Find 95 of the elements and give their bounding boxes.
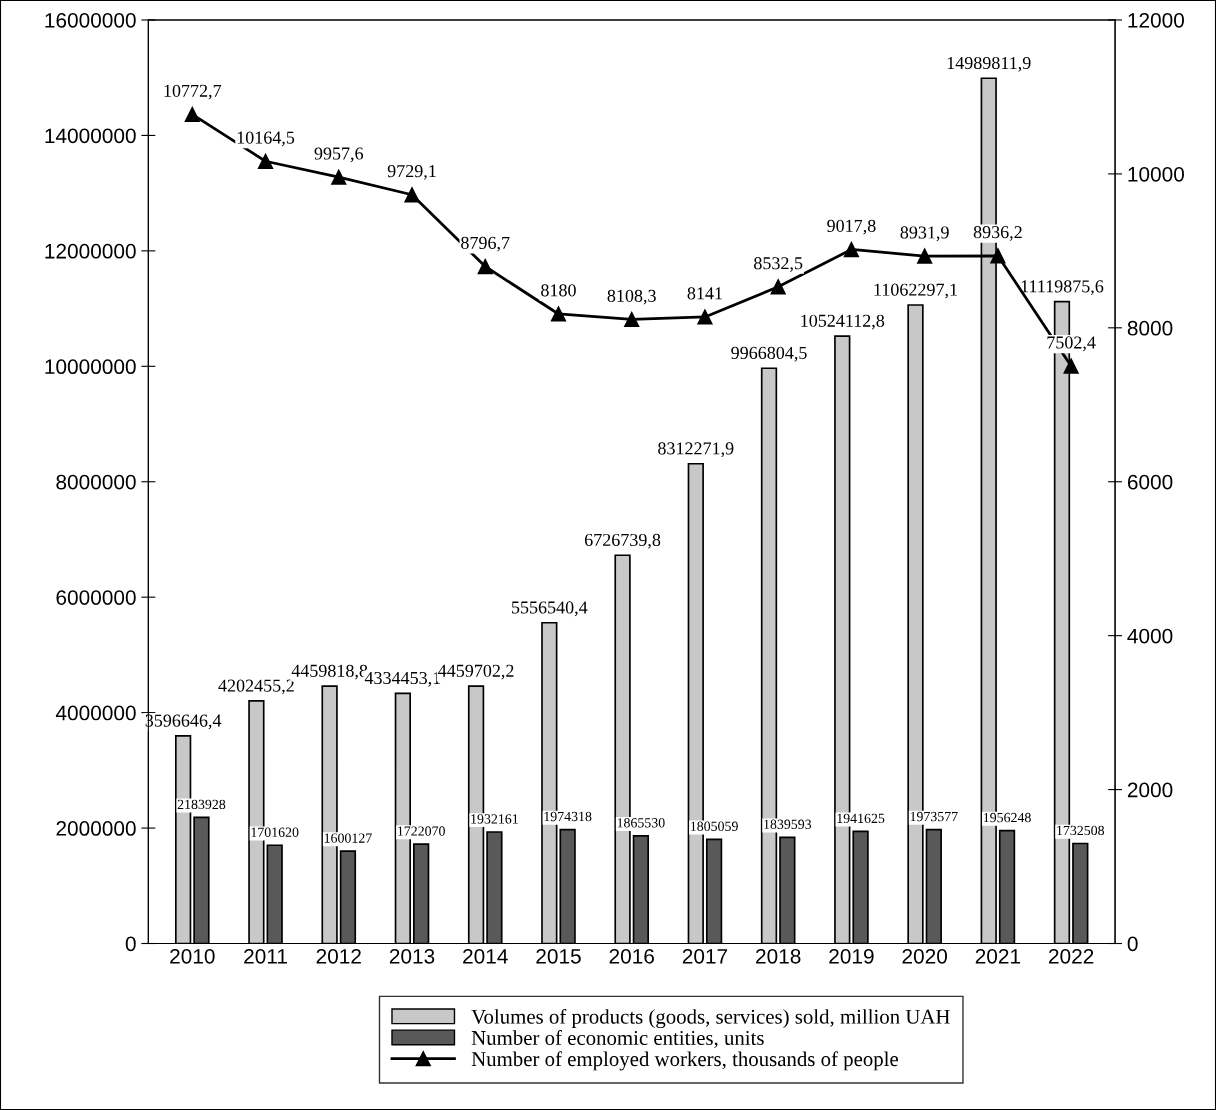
data-label: 8532,5 — [754, 257, 803, 272]
x-tick-label: 2016 — [609, 948, 654, 964]
point — [770, 279, 786, 295]
data-label: 1732508 — [1057, 825, 1105, 836]
data-label: 2183928 — [177, 799, 226, 810]
data-label: 4459702,2 — [438, 664, 514, 680]
bar — [193, 816, 210, 944]
data-label: 4459818,8 — [291, 664, 368, 680]
bar — [1072, 842, 1089, 944]
data-label: 7502,4 — [1047, 336, 1096, 352]
data-label: 8141 — [687, 287, 722, 300]
point — [404, 187, 420, 203]
data-label: 9957,6 — [314, 147, 364, 163]
x-tick-label: 2013 — [389, 948, 435, 964]
y-tick-label: 0 — [125, 936, 136, 952]
data-label: 1956248 — [983, 812, 1031, 823]
y-tick-label: 12000000 — [45, 243, 136, 259]
data-label: 9729,1 — [387, 165, 436, 180]
data-label: 1974318 — [544, 811, 592, 822]
point — [257, 153, 274, 169]
point — [624, 311, 640, 328]
y-tick-label: 2000000 — [56, 821, 136, 836]
y2-tick-label: 0 — [1127, 936, 1138, 952]
data-label: 10772,7 — [164, 84, 222, 100]
x-tick-label: 2011 — [244, 948, 287, 964]
point — [477, 258, 493, 275]
bar — [559, 828, 576, 944]
data-label: 10164,5 — [237, 131, 295, 147]
y-tick-label: 8000000 — [56, 474, 136, 490]
y2-tick-label: 10000 — [1128, 166, 1184, 182]
data-label: 8936,2 — [973, 226, 1022, 241]
data-label: 8796,7 — [461, 236, 510, 252]
x-tick-label: 2012 — [316, 948, 361, 964]
data-label: 8931,9 — [900, 226, 949, 242]
point — [1063, 358, 1079, 374]
y-tick-label: 16000000 — [45, 12, 136, 28]
data-label: 1701620 — [251, 827, 299, 837]
point — [550, 306, 567, 322]
x-tick-label: 2022 — [1049, 948, 1094, 964]
data-label: 1805059 — [691, 821, 738, 831]
data-label: 6726739,8 — [584, 533, 661, 549]
data-label: 1600127 — [324, 833, 372, 843]
bar — [632, 834, 650, 944]
data-label: 1973577 — [910, 811, 958, 822]
x-tick-label: 2014 — [463, 948, 508, 964]
x-tick-label: 2021 — [975, 948, 1021, 964]
data-label: 8312271,9 — [658, 442, 734, 458]
bar — [705, 838, 723, 944]
legend-label: Volumes of products (goods, services) sold, million UAH — [471, 1008, 950, 1029]
data-label: 11119875,6 — [1021, 280, 1104, 296]
y2-tick-label: 6000 — [1127, 474, 1173, 490]
bar — [779, 836, 796, 944]
y-tick-label: 10000000 — [45, 359, 136, 375]
y-tick-label: 4000000 — [55, 705, 136, 721]
x-tick-label: 2019 — [829, 948, 874, 964]
y-tick-label: 6000000 — [56, 590, 136, 605]
point — [990, 248, 1006, 264]
data-label: 11062297,1 — [874, 283, 957, 299]
data-label: 10524112,8 — [801, 314, 885, 330]
data-label: 14989811,9 — [947, 56, 1031, 72]
point — [184, 106, 200, 123]
data-label: 1722070 — [398, 826, 445, 836]
x-tick-label: 2015 — [536, 948, 581, 964]
bar — [925, 828, 942, 944]
data-label: 4202455,2 — [218, 679, 294, 695]
legend-label: Number of employed workers, thousands of people — [471, 1051, 898, 1071]
x-tick-label: 2010 — [170, 948, 215, 964]
x-tick-label: 2020 — [902, 948, 948, 964]
data-label: 1865530 — [617, 818, 665, 828]
data-label: 9017,8 — [827, 219, 876, 235]
data-label: 8108,3 — [607, 289, 656, 305]
data-label: 9966804,5 — [731, 346, 807, 362]
bar — [486, 831, 503, 944]
bar — [412, 843, 430, 944]
point — [697, 309, 713, 325]
y2-tick-label: 8000 — [1127, 320, 1173, 336]
data-label: 1839593 — [764, 819, 812, 829]
legend-label: Number of economic entities, units — [471, 1030, 764, 1048]
bar — [852, 830, 869, 944]
data-label: 1932161 — [471, 814, 518, 824]
y2-tick-label: 12000 — [1128, 12, 1184, 28]
y2-tick-label: 4000 — [1127, 628, 1173, 644]
bar — [998, 829, 1016, 944]
point — [917, 248, 933, 264]
point — [843, 241, 860, 258]
bar — [339, 850, 357, 944]
data-label: 1941625 — [837, 813, 885, 824]
data-label: 5556540,4 — [512, 601, 588, 617]
data-label: 8180 — [541, 284, 576, 297]
y2-tick-label: 2000 — [1127, 782, 1173, 798]
x-tick-label: 2017 — [682, 948, 728, 964]
point — [331, 169, 347, 185]
bar — [266, 844, 283, 944]
x-tick-label: 2018 — [756, 948, 801, 964]
y-tick-label: 14000000 — [45, 128, 136, 144]
